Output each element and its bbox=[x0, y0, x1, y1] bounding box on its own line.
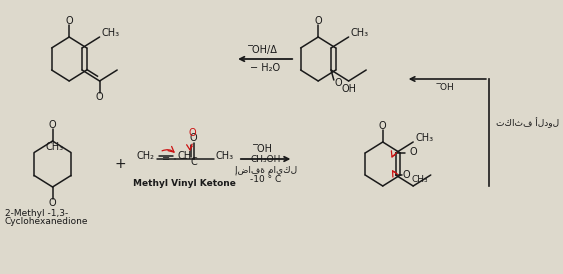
Text: CH₃: CH₃ bbox=[216, 151, 234, 161]
Text: CH₃OH: CH₃OH bbox=[251, 156, 281, 164]
Text: CH₂: CH₂ bbox=[137, 151, 155, 161]
Text: ̅OH: ̅OH bbox=[440, 84, 454, 93]
Text: ̅OH/Δ: ̅OH/Δ bbox=[253, 45, 278, 55]
Text: +: + bbox=[114, 157, 126, 171]
Text: O: O bbox=[49, 120, 56, 130]
Text: O: O bbox=[49, 198, 56, 208]
Text: OH: OH bbox=[341, 84, 356, 94]
Text: O: O bbox=[65, 16, 73, 26]
Text: O: O bbox=[314, 16, 322, 26]
Text: =: = bbox=[162, 154, 170, 164]
Text: CH₃: CH₃ bbox=[416, 133, 434, 143]
Text: − H₂O: − H₂O bbox=[250, 63, 280, 73]
Text: CH: CH bbox=[177, 151, 191, 161]
Text: Methyl Vinyl Ketone: Methyl Vinyl Ketone bbox=[133, 179, 236, 189]
Text: O: O bbox=[379, 121, 387, 131]
Text: CH₃: CH₃ bbox=[101, 28, 119, 38]
Text: O: O bbox=[96, 92, 104, 102]
Text: C: C bbox=[190, 157, 197, 167]
Text: إضافة مايكل: إضافة مايكل bbox=[235, 165, 297, 175]
Text: CH₃: CH₃ bbox=[45, 142, 64, 153]
Text: O: O bbox=[189, 128, 196, 138]
Text: O: O bbox=[190, 133, 198, 143]
Text: -10 ° C: -10 ° C bbox=[250, 176, 282, 184]
Text: ̅OH: ̅OH bbox=[258, 144, 273, 154]
Text: O: O bbox=[409, 147, 417, 157]
Text: O: O bbox=[403, 170, 410, 180]
Text: CH₃: CH₃ bbox=[412, 176, 428, 184]
Text: −: − bbox=[180, 154, 189, 164]
Text: Cyclohexanedione: Cyclohexanedione bbox=[5, 218, 88, 227]
Text: تكاثف ألدول: تكاثف ألدول bbox=[496, 117, 559, 128]
Text: CH₃: CH₃ bbox=[351, 28, 369, 38]
Text: 2-Methyl -1,3-: 2-Methyl -1,3- bbox=[5, 210, 68, 218]
Text: O: O bbox=[335, 78, 342, 88]
